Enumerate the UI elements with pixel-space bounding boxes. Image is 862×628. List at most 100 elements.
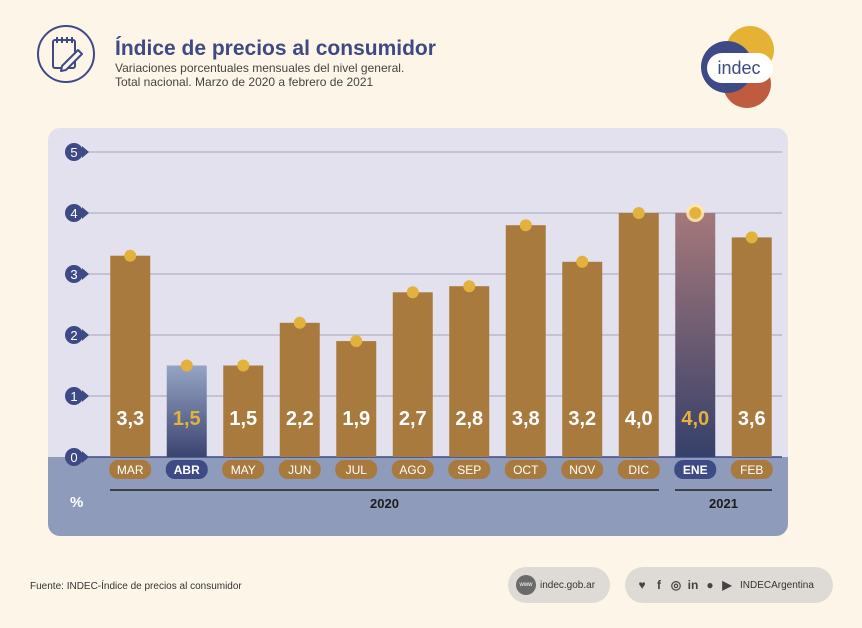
month-label: NOV — [569, 463, 595, 477]
source-note: Fuente: INDEC-Índice de precios al consu… — [30, 581, 242, 592]
y-tick-label: 5 — [70, 145, 77, 160]
y-tick-pointer — [82, 146, 89, 158]
month-label: ENE — [683, 463, 708, 477]
y-tick-marker — [65, 143, 83, 161]
month-pill — [730, 460, 773, 479]
bar-dot — [406, 286, 419, 299]
year-label: 2020 — [370, 496, 399, 511]
y-tick-marker — [65, 448, 83, 466]
bar-value-label: 3,3 — [116, 408, 144, 430]
page-title: Índice de precios al consumidor — [115, 37, 436, 60]
y-tick-label: 0 — [70, 450, 77, 465]
web-icon: www — [516, 575, 536, 595]
month-pill — [391, 460, 434, 479]
bar-dot — [519, 219, 532, 232]
bar-dot — [350, 335, 363, 348]
bar-jul — [336, 341, 377, 457]
y-tick-label: 4 — [70, 206, 77, 221]
bar-dot — [463, 280, 476, 293]
twitter-icon[interactable]: ♥ — [638, 578, 646, 592]
y-tick-marker — [65, 387, 83, 405]
website-label: indec.gob.ar — [540, 579, 596, 591]
website-link[interactable]: www indec.gob.ar — [508, 567, 610, 603]
y-tick-pointer — [82, 268, 89, 280]
month-label: SEP — [457, 463, 481, 477]
bar-value-label: 3,8 — [512, 408, 540, 430]
bar-jun — [279, 322, 320, 457]
month-label: FEB — [740, 463, 763, 477]
bar-ene — [675, 213, 716, 457]
bar-sep — [449, 286, 490, 457]
bar-abr — [166, 365, 207, 457]
year-label: 2021 — [709, 496, 738, 511]
month-pill — [109, 460, 152, 479]
bar-mar — [110, 255, 151, 457]
y-tick-label: 1 — [70, 389, 77, 404]
instagram-icon[interactable]: ◎ — [670, 578, 682, 592]
month-pill — [335, 460, 378, 479]
bar-dot — [745, 231, 758, 244]
indec-logo: indec — [701, 26, 774, 108]
y-tick-marker — [65, 326, 83, 344]
month-label: OCT — [513, 463, 539, 477]
bar-value-label: 4,0 — [625, 408, 653, 430]
y-tick-marker — [65, 265, 83, 283]
bar-value-label: 2,8 — [455, 408, 483, 430]
y-tick-label: 3 — [70, 267, 77, 282]
bar-oct — [505, 225, 546, 457]
logo-text: indec — [717, 58, 760, 78]
bar-dot — [237, 359, 250, 372]
bar-value-label: 1,5 — [173, 408, 201, 430]
month-pill — [278, 460, 321, 479]
social-handle: INDECArgentina — [740, 579, 814, 591]
month-pill — [561, 460, 604, 479]
bar-may — [223, 365, 264, 457]
bar-value-label: 1,9 — [342, 408, 370, 430]
month-pill — [448, 460, 491, 479]
social-links: ♥ f ◎ in ● ▶ INDECArgentina — [625, 567, 833, 603]
y-tick-marker — [65, 204, 83, 222]
month-label: MAY — [231, 463, 256, 477]
month-label: DIC — [628, 463, 649, 477]
subtitle-line-1: Variaciones porcentuales mensuales del n… — [115, 61, 405, 75]
bar-dot — [180, 359, 193, 372]
linkedin-icon[interactable]: in — [687, 578, 699, 592]
plot-group: 0 1 2 3 4 5 3,3 MAR 1,5 ABR 1,5 MAY 2,2 JUN 1,9 JUL 2,7 A… — [48, 128, 788, 536]
month-pill — [222, 460, 265, 479]
y-axis-unit: % — [70, 494, 83, 511]
facebook-icon[interactable]: f — [657, 578, 661, 592]
ipc-bar-chart: 0 1 2 3 4 5 3,3 MAR 1,5 ABR 1,5 MAY 2,2 JUN 1,9 JUL 2,7 A… — [48, 128, 788, 536]
page-subtitle: Variaciones porcentuales mensuales del n… — [115, 61, 404, 89]
youtube-icon[interactable]: ▶ — [722, 578, 732, 592]
y-tick-pointer — [82, 207, 89, 219]
bar-value-label: 3,2 — [568, 408, 596, 430]
bar-ago — [392, 292, 433, 457]
bar-dot — [576, 255, 589, 268]
month-label: ABR — [174, 463, 200, 477]
spotify-icon[interactable]: ● — [706, 578, 714, 592]
bar-nov — [562, 261, 603, 457]
bar-dot — [689, 207, 702, 219]
bar-dot — [124, 249, 137, 262]
bar-value-label: 2,7 — [399, 408, 427, 430]
edit-document-icon — [37, 25, 95, 83]
bar-dot — [632, 207, 645, 219]
bar-value-label: 2,2 — [286, 408, 314, 430]
bar-dic — [618, 213, 659, 457]
bar-feb — [731, 237, 772, 457]
subtitle-line-2: Total nacional. Marzo de 2020 a febrero … — [115, 75, 374, 89]
month-pill — [504, 460, 547, 479]
y-tick-pointer — [82, 329, 89, 341]
month-label: MAR — [117, 463, 144, 477]
bar-dot — [293, 316, 306, 329]
y-tick-label: 2 — [70, 328, 77, 343]
bar-value-label: 1,5 — [229, 408, 257, 430]
month-pill — [674, 460, 717, 479]
month-pill — [617, 460, 660, 479]
month-label: JUN — [288, 463, 311, 477]
month-pill — [165, 460, 208, 479]
y-tick-pointer — [82, 390, 89, 402]
bar-value-label: 3,6 — [738, 408, 766, 430]
month-label: AGO — [399, 463, 426, 477]
bar-value-label: 4,0 — [681, 408, 709, 430]
